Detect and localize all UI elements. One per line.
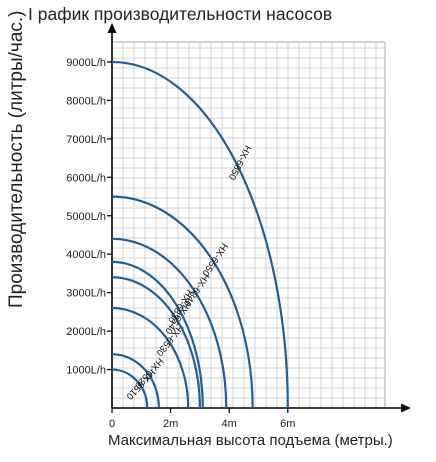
series-curve-hx-6510: [111, 368, 149, 409]
series-label: HX-6850: [226, 143, 253, 181]
series-curve-hx-6850: [111, 60, 289, 409]
y-tick-label: 9000L/h: [66, 57, 106, 69]
series-curve-hx-6540: [111, 276, 201, 409]
series-curve-hx-6520: [111, 353, 160, 409]
series-curve-hx-6830: [111, 260, 204, 409]
y-axis-arrow: [107, 23, 117, 33]
y-tick-label: 6000L/h: [66, 172, 106, 184]
y-tick-label: 7000L/h: [66, 134, 106, 146]
x-tick-label: 0: [109, 418, 115, 430]
x-tick-label: 4m: [222, 418, 237, 430]
y-tick-label: 8000L/h: [66, 95, 106, 107]
y-tick-label: 4000L/h: [66, 249, 106, 261]
y-tick-label: 2000L/h: [66, 326, 106, 338]
series-curve-hx-6530: [111, 306, 190, 409]
y-tick-label: 5000L/h: [66, 211, 106, 223]
series-label: HX-6520: [132, 355, 165, 390]
y-tick-label: 3000L/h: [66, 288, 106, 300]
series-curve-hx-6840: [111, 237, 228, 409]
series-curve-hx-6550: [111, 195, 254, 409]
x-tick-label: 6m: [280, 418, 295, 430]
x-axis-arrow: [401, 403, 411, 413]
y-tick-label: 1000L/h: [66, 365, 106, 377]
chart-title: I рафик производительности насосов: [28, 4, 333, 24]
x-tick-label: 2m: [163, 418, 178, 430]
x-axis-label: Максимальная высота подъема (метры.): [108, 432, 393, 449]
